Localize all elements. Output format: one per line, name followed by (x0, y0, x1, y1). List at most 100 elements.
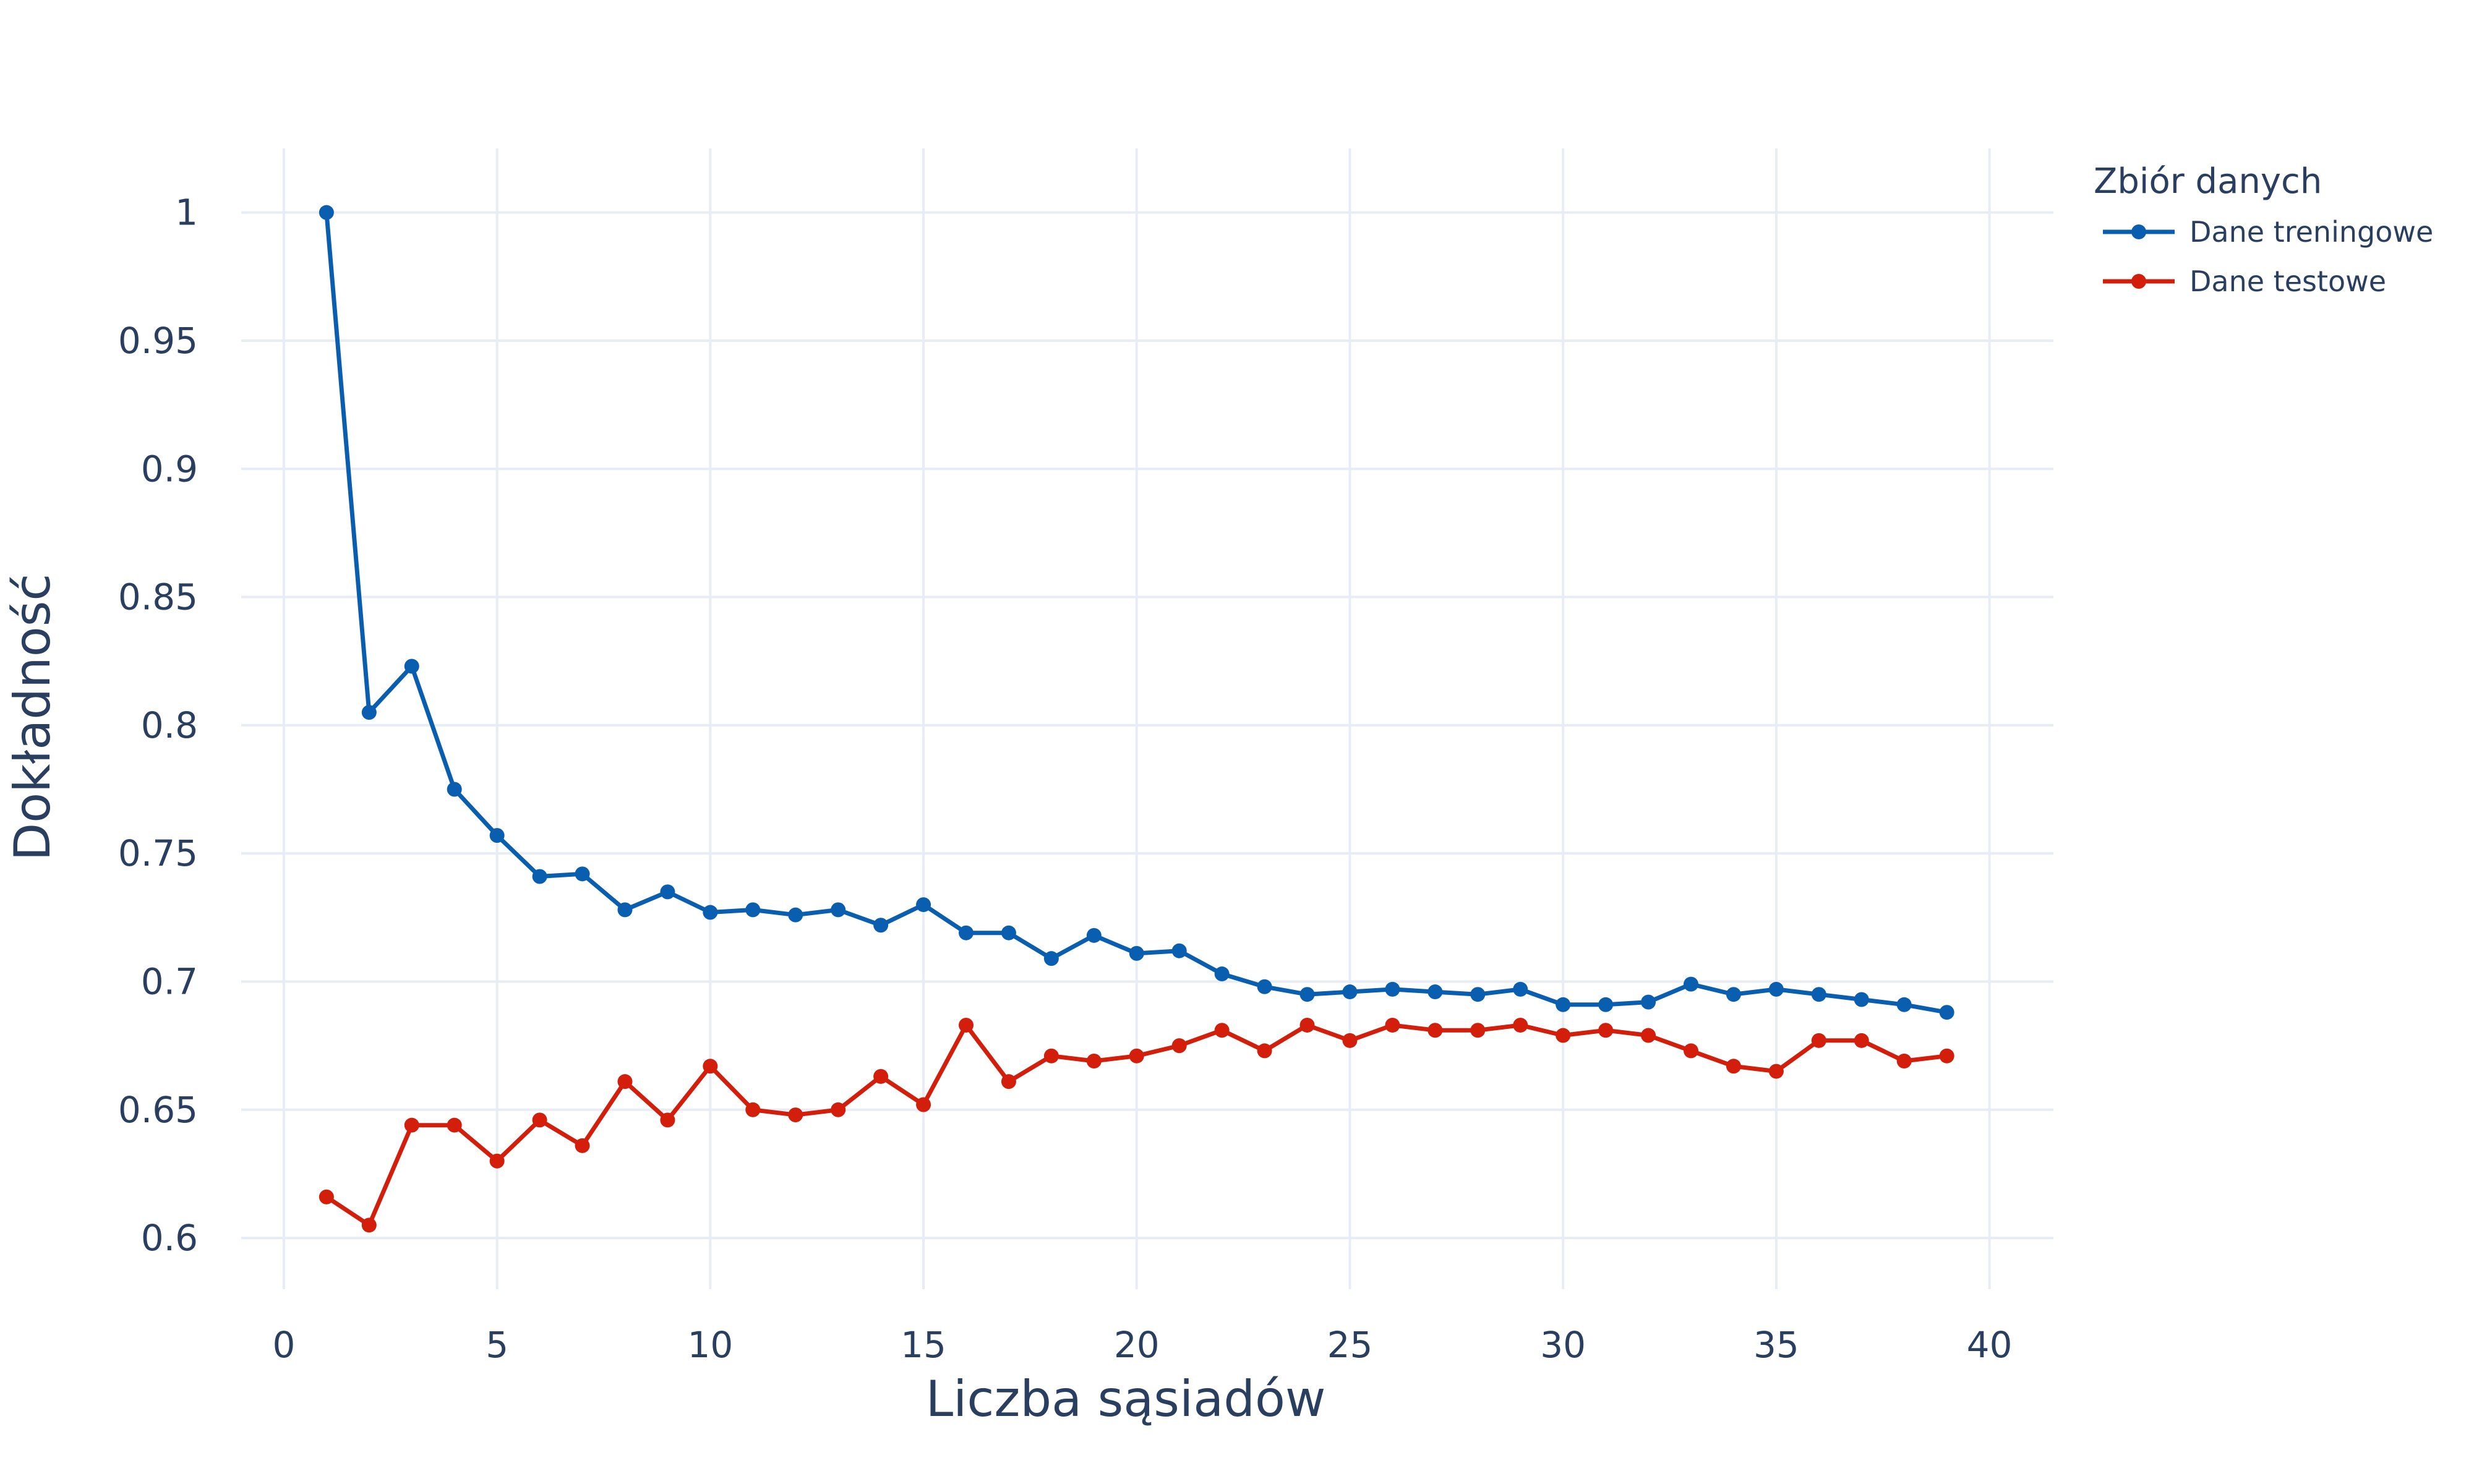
data-point (1470, 1023, 1486, 1038)
data-point (1001, 925, 1016, 940)
legend: Zbiór danych Dane treningowe Dane testowe (2094, 161, 2433, 298)
grid-layer (241, 148, 2053, 1289)
data-point (1299, 1017, 1315, 1033)
y-tick-label: 0.85 (118, 576, 198, 618)
data-point (1385, 1017, 1400, 1033)
data-point (404, 1117, 419, 1133)
y-axis-title: Dokładność (4, 574, 61, 861)
y-tick-label: 0.6 (141, 1217, 198, 1259)
data-point (532, 1112, 547, 1128)
data-point (319, 205, 334, 220)
data-point (361, 705, 377, 720)
data-point (1043, 951, 1059, 966)
x-tick-label: 20 (1114, 1324, 1160, 1366)
legend-label: Dane treningowe (2189, 215, 2433, 249)
data-point (788, 1107, 803, 1123)
data-point (1171, 1038, 1187, 1054)
series-1 (319, 205, 1954, 1020)
data-point (788, 907, 803, 923)
x-tick-label: 25 (1327, 1324, 1373, 1366)
data-point (1470, 987, 1486, 1002)
data-point (745, 1102, 761, 1117)
legend-items: Dane treningowe Dane testowe (2103, 215, 2433, 298)
data-point (1641, 994, 1656, 1010)
x-tick-label: 30 (1540, 1324, 1586, 1366)
legend-label: Dane testowe (2189, 265, 2386, 298)
x-tick-label: 5 (486, 1324, 508, 1366)
data-point (1385, 981, 1400, 997)
data-point (489, 828, 505, 843)
legend-item: Dane testowe (2103, 265, 2386, 298)
y-tick-label: 0.65 (118, 1089, 198, 1131)
data-point (1342, 1033, 1358, 1048)
data-point (745, 902, 761, 918)
data-point (1726, 1059, 1741, 1074)
x-tick-label: 10 (687, 1324, 733, 1366)
legend-marker (2131, 274, 2146, 289)
data-point (660, 1112, 675, 1128)
legend-item: Dane treningowe (2103, 215, 2433, 249)
data-point (1214, 966, 1230, 982)
y-tick-label: 0.95 (118, 320, 198, 362)
x-tick-label: 15 (901, 1324, 946, 1366)
x-tick-labels: 0 5 10 15 20 25 30 35 40 (272, 1324, 2012, 1366)
data-point (575, 1138, 590, 1153)
data-point (1427, 984, 1443, 1000)
data-point (617, 1074, 633, 1090)
data-point (319, 1189, 334, 1205)
data-point (1598, 1023, 1614, 1038)
data-point (831, 902, 846, 918)
data-point (1086, 927, 1102, 943)
data-point (703, 905, 718, 920)
data-point (873, 918, 889, 933)
data-point (1768, 981, 1784, 997)
data-point (959, 1017, 974, 1033)
data-point (447, 1117, 462, 1133)
data-point (1171, 943, 1187, 958)
data-point (617, 902, 633, 918)
data-point (1811, 1033, 1826, 1048)
data-point (1129, 945, 1144, 961)
data-point (873, 1068, 889, 1084)
legend-marker (2131, 224, 2146, 239)
x-tick-label: 35 (1753, 1324, 1799, 1366)
series-layer (319, 205, 1954, 1233)
y-tick-label: 0.8 (141, 704, 198, 746)
data-point (404, 659, 419, 674)
data-point (1043, 1048, 1059, 1064)
data-point (1854, 1033, 1869, 1048)
data-point (1299, 987, 1315, 1002)
data-point (1641, 1028, 1656, 1043)
x-axis-title: Liczba sąsiadów (926, 1370, 1326, 1428)
y-tick-label: 1 (175, 192, 198, 234)
y-tick-label: 0.75 (118, 832, 198, 874)
data-point (1001, 1074, 1016, 1090)
data-point (532, 869, 547, 884)
data-point (1598, 997, 1614, 1012)
data-point (1513, 981, 1528, 997)
data-point (1854, 992, 1869, 1007)
x-tick-label: 40 (1967, 1324, 2013, 1366)
data-point (1427, 1023, 1443, 1038)
data-point (1129, 1048, 1144, 1064)
data-point (575, 866, 590, 882)
data-point (916, 1097, 931, 1112)
data-point (959, 925, 974, 940)
data-point (1086, 1054, 1102, 1068)
data-point (1556, 997, 1571, 1012)
data-point (1684, 976, 1698, 992)
data-point (660, 884, 675, 900)
y-tick-label: 0.9 (141, 448, 198, 490)
data-point (1939, 1048, 1954, 1064)
data-point (1257, 979, 1272, 994)
data-point (1896, 997, 1912, 1012)
data-point (831, 1102, 846, 1117)
data-point (1726, 987, 1741, 1002)
data-point (1768, 1064, 1784, 1079)
data-point (703, 1059, 718, 1074)
data-point (361, 1217, 377, 1233)
data-point (1342, 984, 1358, 1000)
data-point (1513, 1017, 1528, 1033)
y-tick-label: 0.7 (141, 960, 198, 1002)
